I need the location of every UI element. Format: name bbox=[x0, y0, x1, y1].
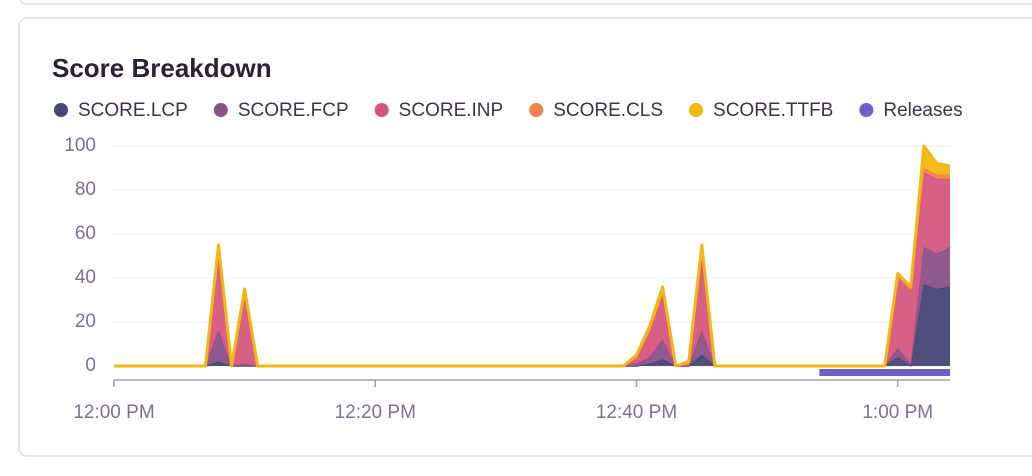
legend-label: SCORE.INP bbox=[399, 100, 504, 121]
y-tick-label: 40 bbox=[75, 267, 96, 288]
legend-label: SCORE.CLS bbox=[553, 100, 663, 121]
x-tick-label: 12:20 PM bbox=[335, 402, 416, 423]
legend: SCORE.LCP SCORE.FCP SCORE.INP SCORE.CLS SCOR… bbox=[54, 100, 963, 121]
legend-marker bbox=[689, 103, 704, 117]
legend-label: Releases bbox=[883, 100, 962, 121]
legend-label: SCORE.TTFB bbox=[713, 100, 833, 121]
y-tick-label: 20 bbox=[75, 311, 96, 332]
legend-marker bbox=[529, 103, 544, 117]
previous-card bbox=[19, 0, 1032, 5]
x-tick-label: 12:00 PM bbox=[73, 402, 154, 423]
x-tick-label: 12:40 PM bbox=[596, 402, 677, 423]
y-tick-label: 80 bbox=[75, 179, 96, 200]
legend-marker bbox=[213, 103, 228, 117]
release-bar bbox=[819, 369, 950, 376]
y-tick-label: 100 bbox=[64, 135, 96, 156]
area-edge bbox=[114, 144, 951, 368]
card bbox=[18, 17, 1032, 457]
legend-marker bbox=[54, 103, 68, 117]
legend-marker bbox=[859, 103, 874, 117]
legend-label: SCORE.FCP bbox=[238, 100, 349, 121]
legend-marker bbox=[374, 103, 389, 117]
legend-label: SCORE.LCP bbox=[78, 100, 188, 121]
y-tick-label: 60 bbox=[75, 223, 96, 244]
chart-title: Score Breakdown bbox=[52, 53, 272, 83]
x-tick-label: 1:00 PM bbox=[862, 402, 933, 423]
y-tick-label: 0 bbox=[85, 355, 96, 376]
